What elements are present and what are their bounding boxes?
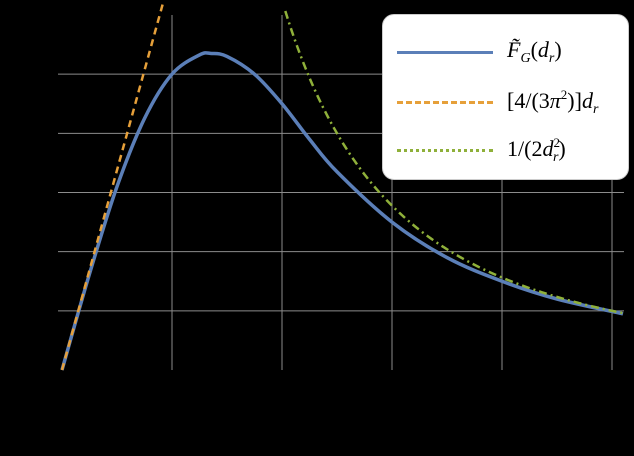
legend-item-inverse-square: 1/(2d2r) (397, 135, 566, 165)
legend-swatch-dashed (397, 100, 493, 104)
data-series (60, 1, 624, 371)
legend-label-inverse-square: 1/(2d2r) (507, 134, 566, 165)
legend: F̃G(dr) [4/(3π2)]dr 1/(2d2r) (382, 14, 629, 180)
legend-label-linear: [4/(3π2)]dr (507, 86, 599, 117)
legend-label-ftilde: F̃G(dr) (507, 37, 562, 66)
legend-item-linear: [4/(3π2)]dr (397, 87, 598, 117)
ftilde-curve (60, 51, 624, 371)
legend-swatch-solid (397, 50, 493, 54)
legend-item-ftilde: F̃G(dr) (397, 37, 562, 67)
legend-swatch-dashdot (397, 148, 493, 152)
linear-asymptote-line (60, 1, 165, 371)
